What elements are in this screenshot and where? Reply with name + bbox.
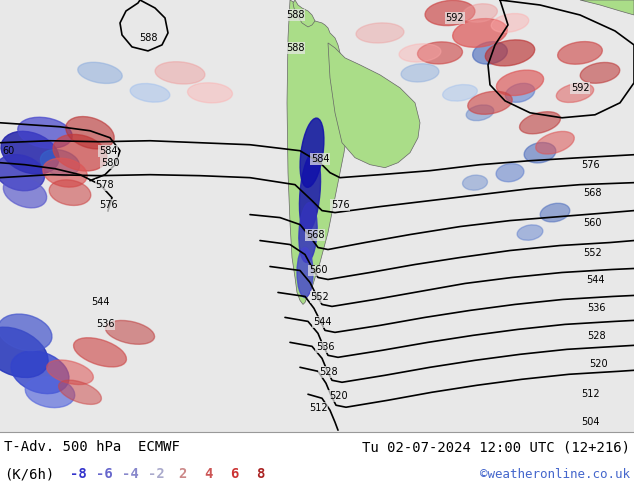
Ellipse shape: [0, 327, 48, 377]
Ellipse shape: [300, 118, 324, 187]
Ellipse shape: [519, 112, 560, 134]
Ellipse shape: [496, 164, 524, 182]
Text: T-Adv. 500 hPa  ECMWF: T-Adv. 500 hPa ECMWF: [4, 440, 180, 454]
Text: ©weatheronline.co.uk: ©weatheronline.co.uk: [480, 467, 630, 481]
Ellipse shape: [505, 83, 534, 102]
Ellipse shape: [466, 105, 494, 121]
Ellipse shape: [491, 14, 529, 32]
Text: (K/6h): (K/6h): [4, 467, 55, 481]
Ellipse shape: [299, 203, 317, 263]
Text: 578: 578: [96, 180, 114, 190]
Ellipse shape: [356, 23, 404, 43]
Text: 60: 60: [2, 146, 14, 156]
Text: 588: 588: [139, 33, 157, 43]
Text: 536: 536: [316, 343, 334, 352]
Text: -8: -8: [70, 467, 86, 481]
Text: 544: 544: [313, 318, 331, 327]
Ellipse shape: [399, 44, 441, 62]
Ellipse shape: [517, 225, 543, 240]
Text: Tu 02-07-2024 12:00 UTC (12+216): Tu 02-07-2024 12:00 UTC (12+216): [362, 440, 630, 454]
Ellipse shape: [299, 153, 321, 232]
Ellipse shape: [540, 203, 570, 222]
Text: 536: 536: [586, 303, 605, 314]
Polygon shape: [580, 0, 634, 15]
Text: 592: 592: [571, 83, 590, 93]
Ellipse shape: [18, 117, 72, 148]
Ellipse shape: [443, 85, 477, 101]
Text: 576: 576: [581, 160, 599, 170]
Text: 580: 580: [101, 158, 119, 168]
Ellipse shape: [66, 117, 114, 149]
Ellipse shape: [78, 62, 122, 83]
Ellipse shape: [49, 180, 91, 205]
Ellipse shape: [425, 0, 475, 25]
Text: 4: 4: [204, 467, 212, 481]
Ellipse shape: [155, 62, 205, 84]
Ellipse shape: [556, 83, 593, 102]
Ellipse shape: [485, 40, 534, 66]
Ellipse shape: [74, 338, 126, 367]
Ellipse shape: [188, 83, 233, 103]
Text: 560: 560: [583, 218, 601, 227]
Ellipse shape: [0, 155, 44, 191]
Polygon shape: [287, 0, 348, 304]
Text: 592: 592: [446, 13, 464, 23]
Ellipse shape: [25, 377, 75, 408]
Text: 552: 552: [311, 293, 330, 302]
Ellipse shape: [43, 158, 87, 187]
Text: 588: 588: [286, 10, 304, 20]
Ellipse shape: [297, 247, 313, 297]
Ellipse shape: [0, 314, 52, 351]
Text: 8: 8: [256, 467, 264, 481]
Text: 6: 6: [230, 467, 238, 481]
Text: -4: -4: [122, 467, 138, 481]
Text: 576: 576: [99, 199, 117, 210]
Text: 512: 512: [581, 389, 599, 399]
Ellipse shape: [468, 91, 512, 114]
Ellipse shape: [41, 149, 80, 176]
Text: 544: 544: [91, 297, 109, 307]
Text: 568: 568: [306, 229, 324, 240]
Text: 520: 520: [589, 359, 607, 369]
Polygon shape: [328, 43, 420, 168]
Text: 568: 568: [583, 188, 601, 197]
Text: 588: 588: [286, 43, 304, 53]
Text: 584: 584: [311, 154, 329, 164]
Ellipse shape: [53, 134, 107, 171]
Text: 544: 544: [586, 275, 604, 286]
Text: 2: 2: [178, 467, 186, 481]
Text: 520: 520: [328, 391, 347, 401]
Ellipse shape: [3, 177, 47, 208]
Text: 504: 504: [581, 417, 599, 427]
Ellipse shape: [473, 42, 507, 64]
Text: 528: 528: [319, 368, 337, 377]
Ellipse shape: [105, 320, 155, 344]
Text: 552: 552: [584, 247, 602, 258]
Ellipse shape: [1, 131, 59, 174]
Ellipse shape: [453, 19, 507, 48]
Text: 536: 536: [96, 319, 114, 329]
Text: 576: 576: [331, 199, 349, 210]
Text: 528: 528: [588, 331, 606, 342]
Ellipse shape: [463, 175, 488, 190]
Ellipse shape: [463, 4, 498, 22]
Ellipse shape: [47, 360, 93, 385]
Polygon shape: [293, 0, 315, 27]
Ellipse shape: [558, 42, 602, 64]
Text: 512: 512: [309, 403, 327, 413]
Ellipse shape: [11, 351, 69, 393]
Ellipse shape: [130, 83, 170, 102]
Text: 560: 560: [309, 266, 327, 275]
Ellipse shape: [418, 42, 462, 64]
Ellipse shape: [58, 380, 101, 404]
Ellipse shape: [401, 64, 439, 82]
Ellipse shape: [536, 131, 574, 154]
Text: 584: 584: [99, 146, 117, 156]
Text: -6: -6: [96, 467, 112, 481]
Ellipse shape: [580, 62, 620, 83]
Text: -2: -2: [148, 467, 164, 481]
Ellipse shape: [524, 143, 556, 163]
Ellipse shape: [496, 70, 543, 96]
